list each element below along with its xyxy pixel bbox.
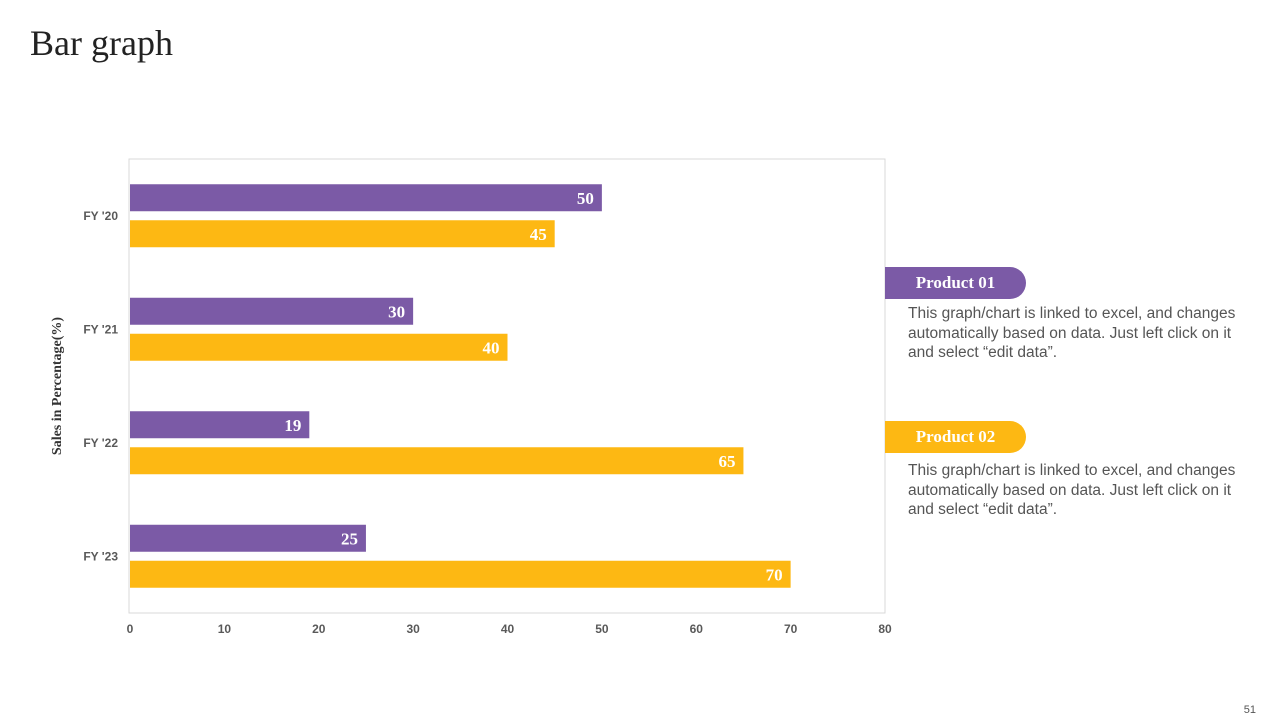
x-tick-label: 30 [406, 622, 420, 636]
bar-product-01 [130, 524, 366, 552]
x-tick-label: 70 [784, 622, 798, 636]
data-label: 65 [718, 452, 735, 471]
page-number: 51 [1243, 704, 1256, 716]
bar-product-02 [130, 333, 508, 361]
bar-product-01 [130, 297, 414, 325]
data-label: 30 [388, 302, 405, 321]
data-label: 70 [766, 565, 783, 584]
x-tick-label: 0 [127, 622, 134, 636]
x-tick-label: 10 [218, 622, 232, 636]
data-label: 25 [341, 529, 358, 548]
x-tick-label: 20 [312, 622, 326, 636]
data-label: 45 [530, 225, 547, 244]
bar-product-02 [130, 220, 555, 248]
legend-product-02-description: This graph/chart is linked to excel, and… [908, 462, 1236, 518]
data-label: 19 [284, 416, 301, 435]
legend-product-01-pill: Product 01 [885, 267, 1026, 299]
category-label: FY '22 [83, 436, 118, 450]
page-title: Bar graph [30, 23, 173, 63]
x-tick-label: 60 [690, 622, 704, 636]
bar-product-01 [130, 184, 602, 212]
data-label: 40 [483, 338, 500, 357]
x-tick-label: 40 [501, 622, 515, 636]
bar-product-02 [130, 560, 791, 588]
legend-product-02-pill: Product 02 [885, 421, 1026, 453]
category-label: FY '21 [83, 322, 118, 336]
bar-product-02 [130, 447, 744, 475]
x-tick-label: 80 [878, 622, 892, 636]
bar-product-01 [130, 411, 310, 439]
data-label: 50 [577, 189, 594, 208]
x-tick-label: 50 [595, 622, 609, 636]
category-label: FY '23 [83, 549, 118, 563]
category-label: FY '20 [83, 209, 118, 223]
legend-product-01-description: This graph/chart is linked to excel, and… [908, 305, 1236, 361]
y-axis-label: Sales in Percentage(%) [50, 317, 65, 455]
